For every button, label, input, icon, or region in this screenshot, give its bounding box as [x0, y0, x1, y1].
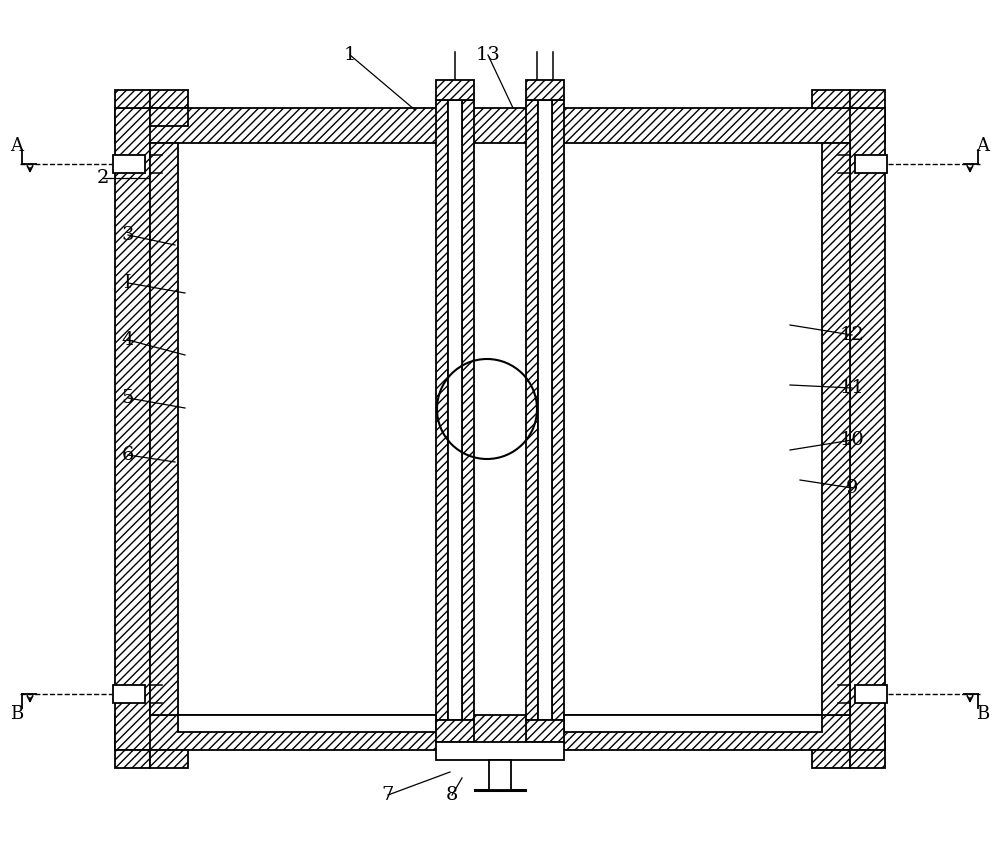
Bar: [812, 90, 850, 108]
Bar: [115, 108, 885, 143]
Bar: [526, 100, 538, 720]
Bar: [526, 80, 564, 100]
Bar: [855, 685, 887, 703]
Text: 2: 2: [97, 169, 109, 187]
Text: A: A: [976, 137, 990, 155]
Bar: [850, 90, 885, 108]
Bar: [150, 108, 188, 126]
Bar: [115, 108, 150, 750]
Text: 4: 4: [122, 331, 134, 349]
Text: 10: 10: [840, 431, 864, 449]
Bar: [822, 143, 850, 715]
Bar: [812, 750, 850, 768]
Bar: [436, 100, 448, 720]
Bar: [436, 80, 474, 100]
Bar: [115, 90, 150, 108]
Bar: [462, 100, 474, 720]
Bar: [552, 100, 564, 720]
Text: 6: 6: [122, 446, 134, 464]
Text: B: B: [10, 705, 24, 723]
Bar: [850, 108, 885, 750]
Bar: [850, 750, 885, 768]
Bar: [448, 100, 462, 720]
Text: I: I: [124, 274, 132, 292]
Bar: [538, 100, 552, 720]
Text: 1: 1: [344, 46, 356, 64]
Bar: [115, 715, 885, 750]
Text: 7: 7: [382, 786, 394, 804]
Text: 8: 8: [446, 786, 458, 804]
Text: A: A: [10, 137, 24, 155]
Text: 9: 9: [846, 479, 858, 497]
Bar: [436, 742, 564, 760]
Text: 5: 5: [122, 389, 134, 407]
Bar: [564, 715, 822, 732]
Text: 11: 11: [840, 379, 864, 397]
Bar: [178, 715, 436, 732]
Text: 3: 3: [122, 226, 134, 244]
Text: B: B: [976, 705, 990, 723]
Bar: [489, 760, 511, 790]
Text: 12: 12: [840, 326, 864, 344]
Bar: [526, 720, 564, 742]
Bar: [113, 155, 145, 173]
Bar: [150, 143, 178, 715]
Text: 13: 13: [476, 46, 500, 64]
Bar: [855, 155, 887, 173]
Bar: [150, 90, 188, 108]
Bar: [150, 750, 188, 768]
Bar: [113, 685, 145, 703]
Bar: [115, 750, 150, 768]
Bar: [436, 720, 474, 742]
